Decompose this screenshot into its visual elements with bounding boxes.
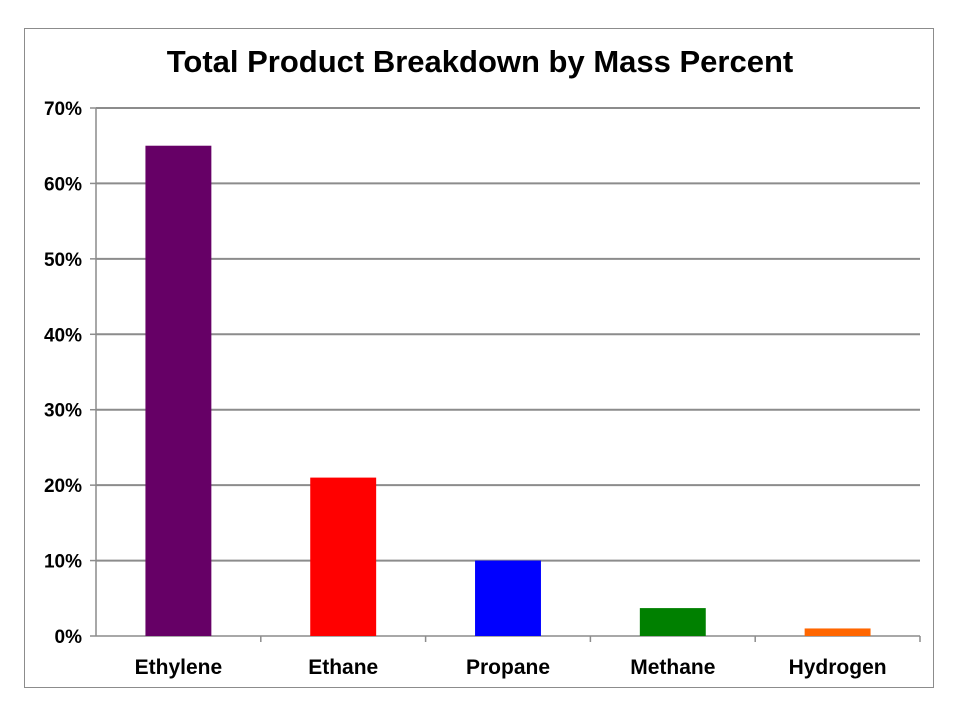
bars — [145, 145, 871, 636]
x-axis-category-label: Ethane — [308, 656, 378, 679]
bar-ethylene — [145, 145, 212, 636]
y-axis-tick-label: 0% — [55, 627, 83, 648]
y-axis-tick-label: 10% — [44, 552, 82, 573]
y-axis-tick-label: 20% — [44, 476, 82, 497]
y-axis-tick-label: 60% — [44, 174, 82, 195]
y-axis-tick-label: 50% — [44, 250, 82, 271]
y-axis-tick-label: 70% — [44, 99, 82, 120]
bar-propane — [475, 560, 541, 636]
chart-title: Total Product Breakdown by Mass Percent — [166, 44, 794, 79]
x-axis-category-label: Ethylene — [135, 656, 223, 679]
gridlines — [96, 107, 920, 562]
y-axis-tick-label: 30% — [44, 401, 82, 422]
x-axis-category-label: Hydrogen — [789, 656, 887, 679]
y-axis-tick-labels: 0% 10% 20% 30% 40% 50% 60% 70% — [44, 99, 82, 648]
x-axis-category-labels: Ethylene Ethane Propane Methane Hydrogen — [135, 656, 887, 679]
bar-ethane — [310, 477, 377, 636]
bar-methane — [639, 608, 706, 636]
x-axis-category-label: Propane — [466, 656, 550, 679]
y-axis-tick-label: 40% — [44, 325, 82, 346]
bar-hydrogen — [804, 628, 871, 636]
x-axis-category-label: Methane — [630, 656, 715, 679]
